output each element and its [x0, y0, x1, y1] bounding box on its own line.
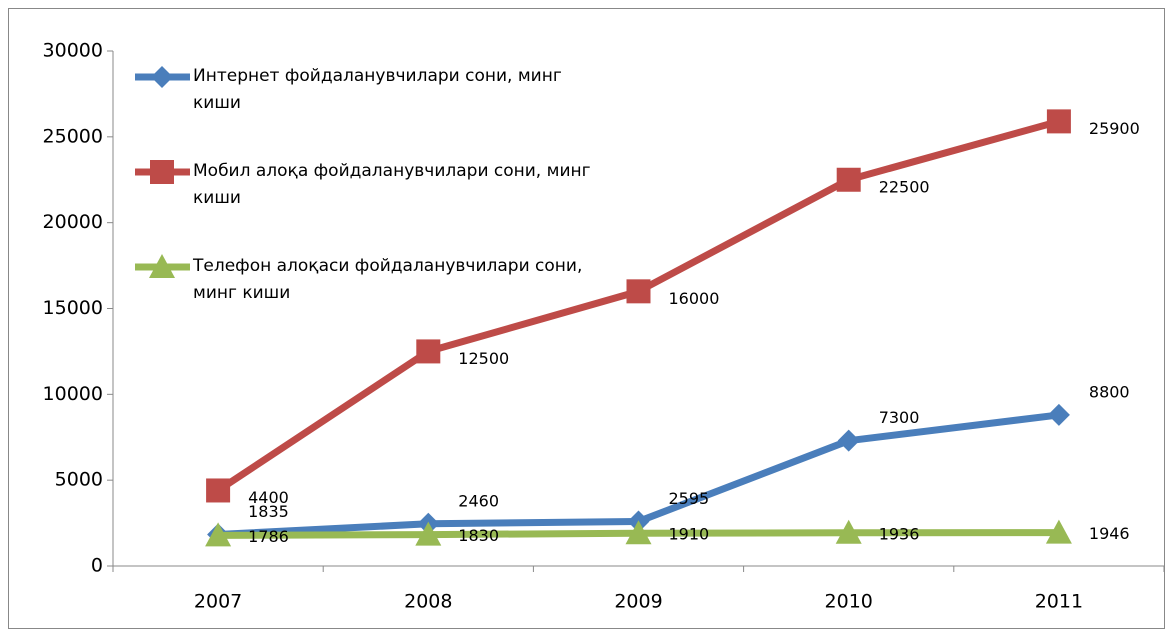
data-label: 25900	[1089, 119, 1140, 138]
y-tick-label: 20000	[43, 211, 103, 233]
marker	[151, 66, 173, 88]
marker	[415, 521, 442, 546]
y-tick-label: 10000	[43, 383, 103, 405]
data-label: 2460	[458, 491, 499, 510]
data-label: 1936	[879, 524, 920, 543]
marker	[837, 429, 860, 452]
marker	[835, 519, 862, 544]
data-label: 2595	[669, 489, 710, 508]
y-tick-label: 30000	[43, 40, 103, 62]
marker	[625, 520, 652, 545]
legend-label: Интернет фойдаланувчилари сони, минг киш…	[193, 66, 562, 113]
x-tick-label: 2008	[404, 591, 452, 613]
marker	[149, 254, 175, 278]
y-tick-label: 5000	[55, 469, 103, 491]
legend-label: Мобил алоқа фойдаланувчилари сони, минг …	[193, 161, 591, 208]
marker	[150, 160, 174, 184]
data-label: 1830	[458, 526, 499, 545]
data-label: 22500	[879, 177, 930, 196]
data-label: 1910	[669, 525, 710, 544]
data-label: 8800	[1089, 382, 1130, 401]
x-tick-label: 2011	[1035, 591, 1083, 613]
marker	[836, 167, 861, 192]
marker	[626, 279, 651, 304]
y-tick-label: 0	[91, 555, 103, 577]
marker	[1047, 403, 1070, 426]
marker	[1046, 109, 1071, 134]
data-label: 1835	[248, 502, 289, 521]
data-label: 16000	[669, 289, 720, 308]
marker	[206, 478, 231, 503]
legend-label: Телефон алоқаси фойдаланувчилари сони, м…	[193, 256, 583, 303]
data-label: 1946	[1089, 524, 1130, 543]
data-label: 12500	[458, 349, 509, 368]
y-tick-label: 25000	[43, 125, 103, 147]
marker	[205, 522, 232, 547]
y-tick-label: 15000	[43, 297, 103, 319]
x-tick-label: 2009	[614, 591, 662, 613]
x-tick-label: 2010	[825, 591, 873, 613]
data-label: 7300	[879, 408, 920, 427]
marker	[416, 339, 441, 364]
data-label: 1786	[248, 527, 289, 546]
x-tick-label: 2007	[194, 591, 242, 613]
data-label: 4400	[248, 488, 289, 507]
marker	[1045, 519, 1072, 544]
